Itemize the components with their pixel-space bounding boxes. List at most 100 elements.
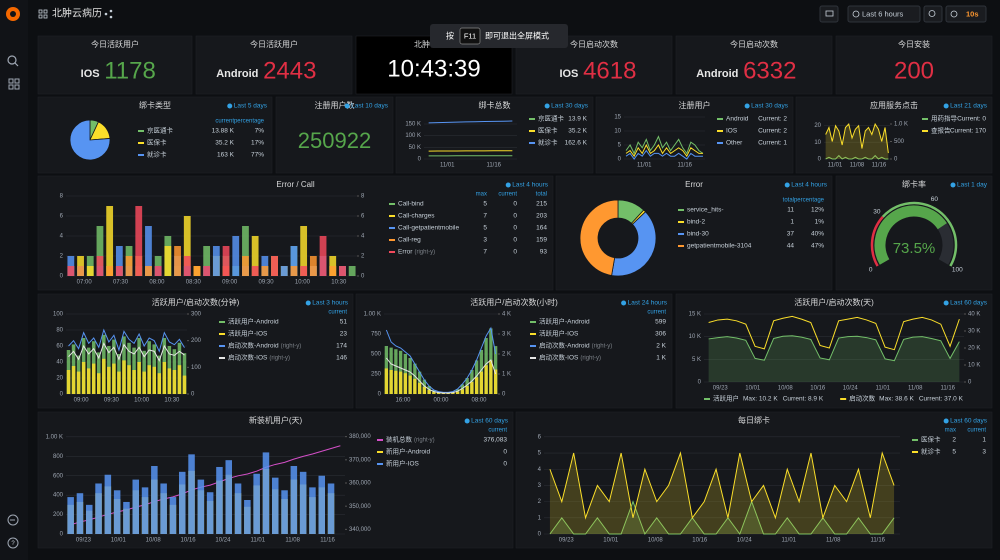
x-tick-label: 09:00 (74, 398, 90, 404)
threshold-band (881, 201, 932, 218)
legend-header: current (967, 428, 986, 434)
y-tick-label: 2 K (502, 352, 511, 358)
legend-note: (right-y) (580, 356, 601, 362)
zoom-out-button[interactable] (923, 5, 943, 23)
badge-icon (344, 103, 350, 109)
legend-name: 启动次数 (849, 394, 876, 403)
legend-note: (right-y) (592, 344, 613, 350)
legend-header: current (328, 310, 347, 316)
time-picker[interactable] (847, 5, 921, 23)
time-range-badge: Last 30 days (751, 103, 789, 110)
y-tick-label: 5 (538, 451, 542, 457)
share-icon[interactable] (104, 9, 113, 19)
bar (197, 479, 205, 534)
dashboards-icon[interactable] (8, 78, 20, 90)
badge-icon (943, 103, 949, 109)
legend-value: Current: 2 (758, 116, 787, 123)
refresh-picker[interactable] (945, 5, 987, 23)
bar (234, 483, 242, 534)
help-icon[interactable]: ? (7, 537, 19, 549)
bar (117, 371, 121, 394)
time-range-badge: Last 1 day (957, 182, 988, 189)
tv-mode-button[interactable] (819, 5, 839, 23)
legend-name: 新用户-Android (386, 447, 430, 456)
bar (232, 236, 240, 276)
legend-name: service_hits- (687, 207, 723, 214)
panel-title: 注册用户 (679, 100, 711, 110)
legend-value: 35.2 K (568, 128, 587, 135)
y-tick-label: 0 (60, 532, 64, 538)
y-tick-label: 0 (60, 392, 64, 398)
bar (441, 393, 446, 394)
bar (174, 246, 181, 276)
bar (262, 452, 270, 534)
panel (395, 96, 594, 174)
series-line (625, 143, 703, 158)
legend-name: 启动次数-IOS (228, 353, 268, 362)
y-tick-label: 0 (378, 392, 382, 398)
panel-title: 每日绑卡 (738, 415, 770, 425)
y-tick-label: 20 K (968, 346, 980, 352)
bar (244, 500, 251, 534)
gauge-tick-label: 100 (952, 267, 963, 274)
x-tick-label: 11/01 (875, 386, 890, 392)
badge-icon (744, 103, 750, 109)
bar (436, 392, 441, 394)
legend-header: percentage (234, 119, 265, 125)
bar (242, 226, 249, 276)
legend-header: max (476, 192, 487, 198)
y-tick-label: 370,000 (349, 457, 371, 463)
bar (470, 382, 474, 394)
bar (95, 483, 102, 534)
legend-name: 装机总数 (386, 435, 413, 444)
y-tick-label: 6 (538, 434, 542, 440)
bar (216, 466, 223, 534)
legend-name: 启动次数-Android (539, 341, 590, 350)
signin-icon[interactable] (7, 514, 19, 526)
x-tick-label: 11/16 (940, 386, 955, 392)
badge-icon (505, 182, 511, 188)
bar (85, 504, 93, 534)
clock-icon (852, 10, 860, 18)
x-tick-label: 08:30 (186, 280, 202, 286)
panel-title: Error (685, 180, 703, 189)
x-tick-label: 10/01 (111, 538, 127, 544)
x-tick-label: 10/16 (692, 538, 708, 544)
y-tick-label: 8 (361, 194, 365, 200)
bar (115, 246, 123, 276)
legend-value: 376,083 (484, 437, 508, 444)
panel (675, 293, 993, 409)
y-tick-label: 500 (371, 352, 382, 358)
bar (413, 378, 417, 394)
logo-core (10, 11, 16, 17)
legend-value: 164 (536, 225, 547, 232)
bar (329, 266, 337, 276)
legend-header: current (647, 310, 666, 316)
legend-value: 1% (815, 219, 825, 226)
x-tick-label: 11/16 (677, 163, 692, 169)
legend-value: 162.6 K (565, 140, 588, 147)
panel (595, 96, 794, 174)
toast-text: 即可退出全屏模式 (485, 31, 549, 41)
y-tick-label: 10 K (968, 363, 980, 369)
legend-value: 11 (787, 207, 794, 214)
legend-header: max (945, 428, 956, 434)
legend-value: 3 (982, 449, 986, 456)
search-icon[interactable] (7, 55, 19, 67)
x-tick-label: 11/08 (908, 386, 923, 392)
y-tick-label: 0 (698, 380, 702, 386)
x-tick-label: 11/01 (440, 163, 455, 169)
bar (398, 371, 403, 394)
bar (451, 392, 455, 394)
legend-header: current (488, 428, 507, 434)
bar (271, 477, 279, 534)
legend-value: 7 (483, 249, 487, 256)
y-tick-label: 0 (968, 380, 972, 386)
legend-value: 146 (336, 355, 347, 362)
y-tick-label: 360,000 (349, 481, 371, 487)
y-tick-label: 6 (60, 214, 64, 220)
bar (152, 366, 156, 394)
bar (162, 362, 167, 394)
y-tick-label: 400 (53, 493, 64, 499)
gauge-tick-label: 0 (869, 267, 873, 274)
